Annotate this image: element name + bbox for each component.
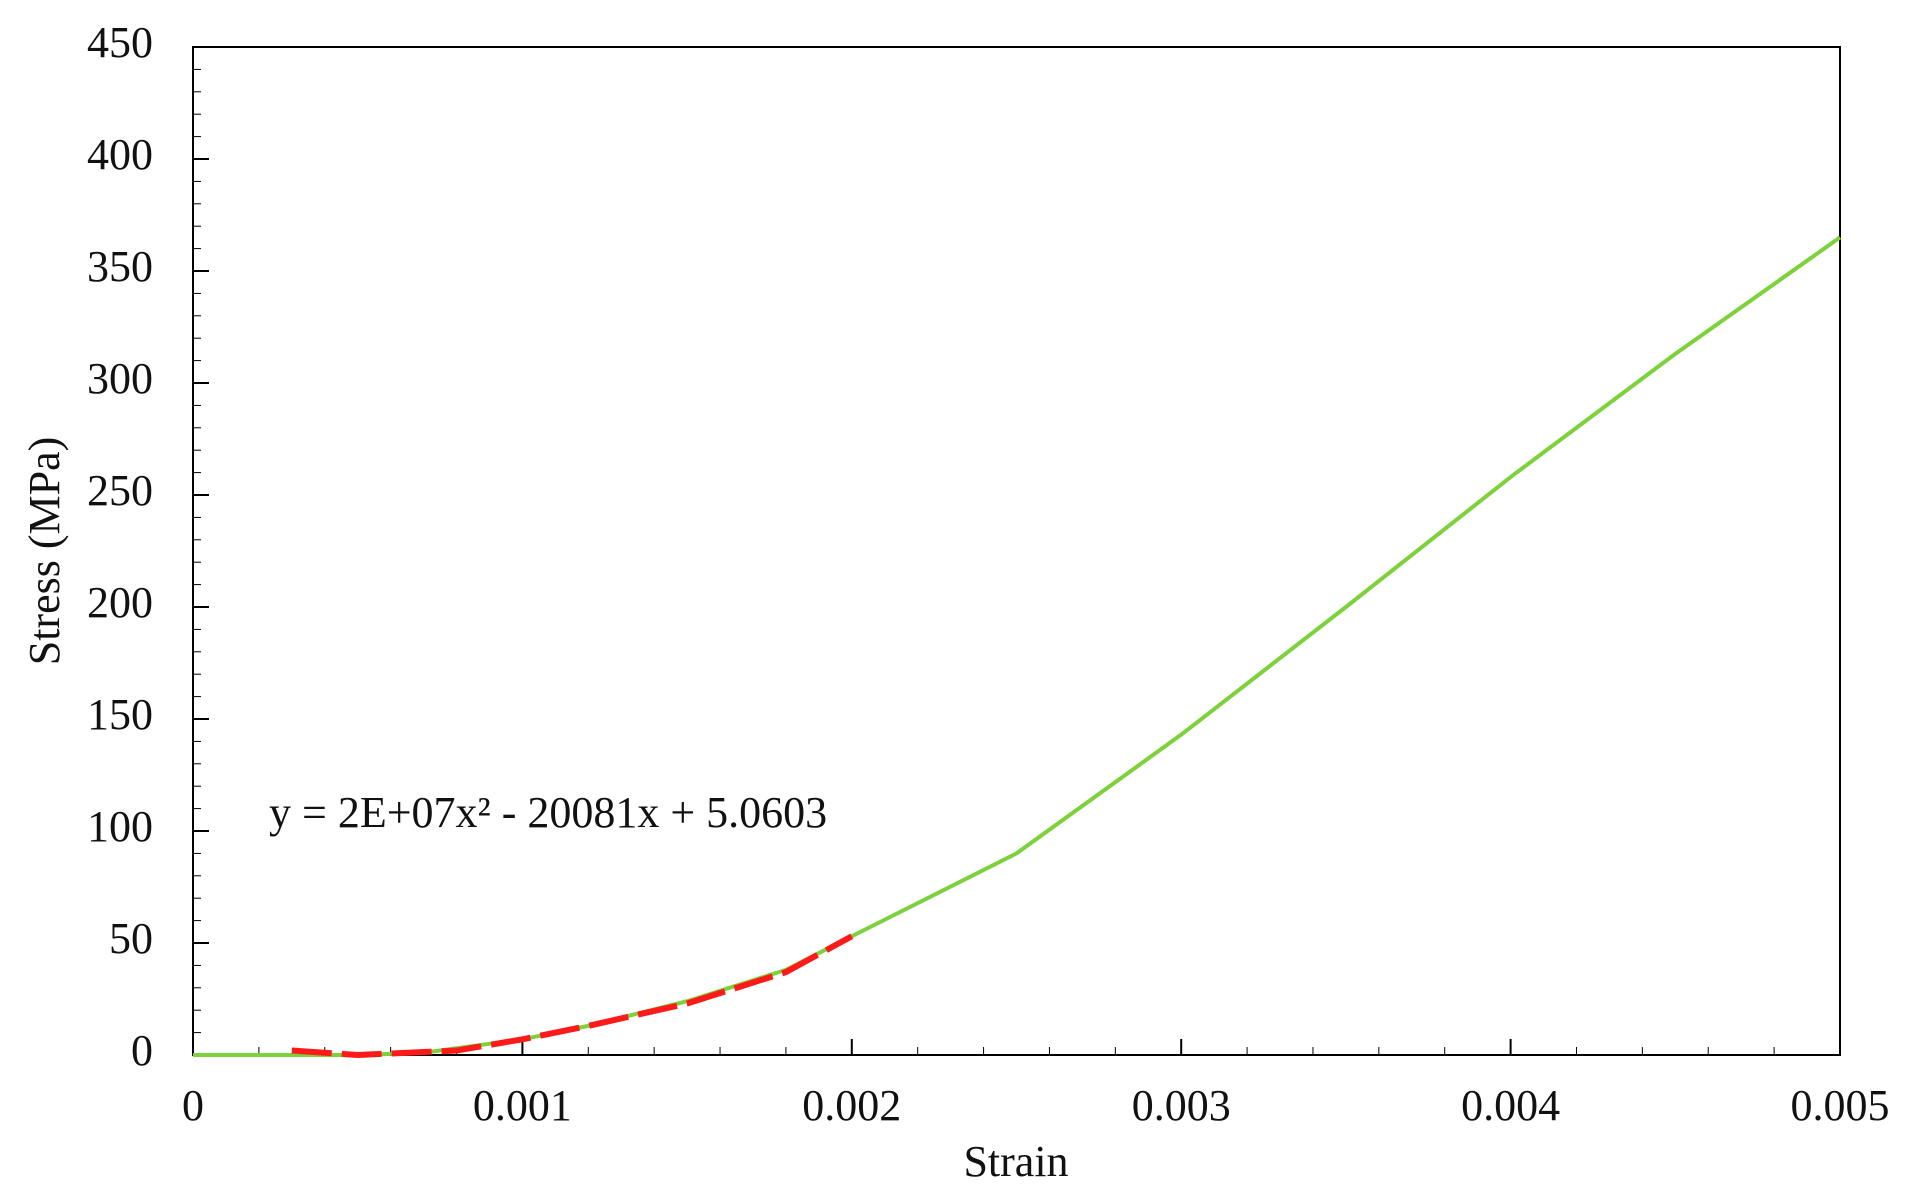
- y-tick-label: 450: [87, 18, 153, 67]
- x-tick-label: 0.003: [1132, 1081, 1231, 1130]
- y-tick-label: 100: [87, 802, 153, 851]
- y-tick-label: 0: [131, 1026, 153, 1075]
- x-tick-label: 0: [182, 1081, 204, 1130]
- y-tick-label: 400: [87, 130, 153, 179]
- x-tick-label: 0.002: [802, 1081, 901, 1130]
- y-tick-label: 150: [87, 690, 153, 739]
- annotation: y = 2E+07x² - 20081x + 5.0603: [269, 788, 827, 837]
- x-tick-label: 0.001: [473, 1081, 572, 1130]
- y-tick-label: 50: [109, 914, 153, 963]
- data-line: [291, 933, 854, 1058]
- x-tick-label: 0.004: [1461, 1081, 1560, 1130]
- y-axis-title: Stress (MPa): [20, 437, 69, 666]
- data-line: [193, 235, 1842, 1057]
- x-tick-label: 0.005: [1791, 1081, 1890, 1130]
- y-tick-label: 350: [87, 242, 153, 291]
- plot-frame: [192, 46, 1841, 1056]
- y-tick-label: 200: [87, 578, 153, 627]
- y-tick-label: 300: [87, 354, 153, 403]
- x-axis-title: Strain: [963, 1137, 1068, 1186]
- y-tick-label: 250: [87, 466, 153, 515]
